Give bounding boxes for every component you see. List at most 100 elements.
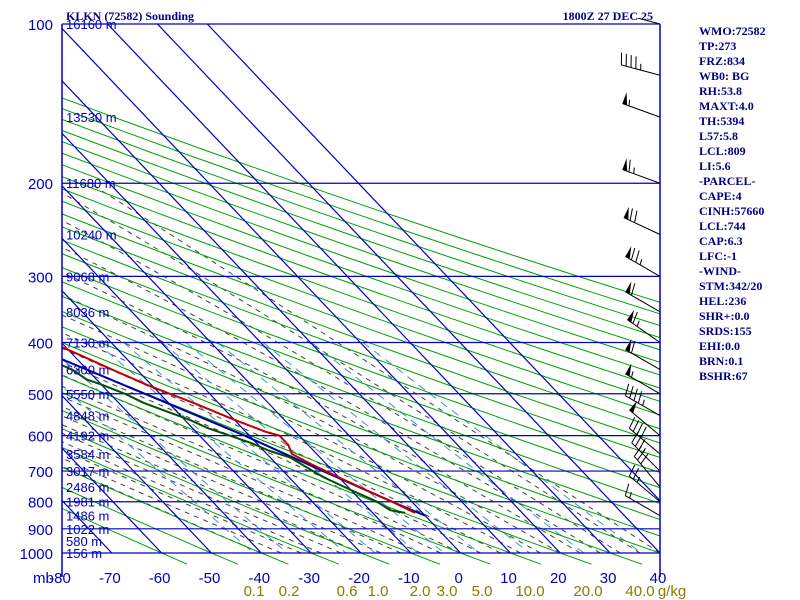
dry-adiabat-50 xyxy=(62,310,660,537)
mixing-ratio-label: 0.1 xyxy=(244,583,265,600)
temperature-labels: mb-80 -70 -60 -50 -40 -30 -20 -10 0 10 20 30 40 xyxy=(33,570,666,587)
mixing-ratio-label: 0.6 xyxy=(337,583,358,600)
dry-adiabat-20 xyxy=(62,358,592,565)
wind-barb-10 xyxy=(625,281,661,313)
wind-barb-full xyxy=(635,250,640,263)
wind-barb-flag xyxy=(622,158,628,172)
wind-barb-15 xyxy=(620,52,661,76)
wind-barb-4 xyxy=(628,416,661,455)
temperature-label: -30 xyxy=(298,570,320,587)
wind-barb-half xyxy=(642,399,645,406)
mixing-ratio-label: 5.0 xyxy=(472,583,493,600)
wind-barb-flag xyxy=(622,92,628,106)
height-label: 2486 m xyxy=(66,480,109,495)
index-value: WMO:72582 xyxy=(699,24,766,38)
wind-barb-full xyxy=(634,210,638,223)
dry-adiabat-130 xyxy=(62,200,660,416)
index-value: CAPE:4 xyxy=(699,189,742,203)
dry-adiabat-60 xyxy=(62,295,660,521)
temperature-label: -50 xyxy=(199,570,221,587)
mixing-ratio-label: 3.0 xyxy=(437,583,458,600)
isotherm-10 xyxy=(62,80,511,554)
temperature-label: -80 xyxy=(49,570,71,587)
wind-barb-full xyxy=(637,391,643,404)
dry-adiabat-120 xyxy=(62,213,660,430)
dry-adiabat-190 xyxy=(62,129,660,339)
index-value: RH:53.8 xyxy=(699,84,742,98)
temperature-label: -10 xyxy=(398,570,420,587)
wind-barb-14 xyxy=(622,92,661,118)
wind-barb-flag xyxy=(625,281,632,295)
wind-barb-full xyxy=(628,159,631,173)
isotherm--90 xyxy=(0,24,12,553)
temperature-line xyxy=(62,346,416,514)
height-label: 16160 m xyxy=(66,17,117,32)
wind-barb-full xyxy=(630,247,636,261)
moist-adiabat-28 xyxy=(62,246,601,554)
wind-barb-9 xyxy=(626,309,661,343)
isotherms xyxy=(0,24,660,554)
wind-barb-shaft xyxy=(629,409,661,437)
index-value: LCL:809 xyxy=(699,144,746,158)
wind-barb-half xyxy=(636,476,641,483)
height-label: 13530 m xyxy=(66,110,117,125)
index-value: L57:5.8 xyxy=(699,129,738,143)
isotherm--60 xyxy=(62,447,163,554)
dry-adiabat-70 xyxy=(62,281,660,504)
isotherm-50 xyxy=(206,24,660,502)
dry-adiabat--10 xyxy=(62,409,441,565)
temperature-label: 30 xyxy=(600,570,617,587)
wind-barb-0 xyxy=(624,483,661,517)
index-value: LCL:744 xyxy=(699,219,746,233)
pressure-label: 900 xyxy=(28,522,53,539)
wind-barb-full xyxy=(632,420,640,432)
wind-barb-flag xyxy=(629,400,638,414)
moist-adiabat--36 xyxy=(62,457,282,554)
mixing-ratio-label: 0.2 xyxy=(279,583,300,600)
wind-barb-7 xyxy=(625,363,661,395)
dry-adiabat-140 xyxy=(62,188,660,402)
height-label: 6300 m xyxy=(66,363,109,378)
wind-barb-half xyxy=(639,258,643,266)
index-value: BRN:0.1 xyxy=(699,354,743,368)
wind-barb-full xyxy=(640,426,647,439)
index-value: TH:5394 xyxy=(699,114,744,128)
moist-adiabat--32 xyxy=(62,449,302,554)
mixing-ratio-labels: 0.1 0.2 0.6 1.0 2.0 3.0 5.0 10.0 20.0 40.0 g/kg xyxy=(244,583,687,600)
dry-adiabat--30 xyxy=(62,447,339,565)
height-label: 3584 m xyxy=(66,447,109,462)
index-value: CINH:57660 xyxy=(699,204,764,218)
height-label: 10240 m xyxy=(66,228,117,243)
dry-adiabat--20 xyxy=(62,428,390,565)
pressure-label: 1000 xyxy=(20,546,53,563)
wind-barb-flag xyxy=(625,246,632,259)
wind-barb-full xyxy=(624,383,630,396)
wind-barb-full xyxy=(629,386,634,399)
height-label: 1022 m xyxy=(66,522,109,537)
temperature-label: 20 xyxy=(550,570,567,587)
index-value: WB0: BG xyxy=(699,69,749,83)
height-label: 3017 m xyxy=(66,464,109,479)
pressure-label: 600 xyxy=(28,429,53,446)
wind-barb-full xyxy=(630,341,636,354)
temperature-label: 10 xyxy=(500,570,517,587)
dry-adiabat--40 xyxy=(62,466,289,565)
wind-barb-full xyxy=(633,388,638,401)
dry-adiabat-220 xyxy=(62,97,660,303)
isotherm-30 xyxy=(107,24,611,554)
wind-barb-full xyxy=(629,208,633,221)
wind-barb-full xyxy=(628,464,636,477)
wind-barb-half xyxy=(629,492,632,499)
height-label: 4192 m xyxy=(66,429,109,444)
wind-barb-12 xyxy=(623,206,661,235)
pressure-label: 400 xyxy=(28,335,53,352)
dry-adiabat-160 xyxy=(62,164,660,376)
mixing-ratio-unit: g/kg xyxy=(658,583,686,600)
wind-barb-shaft xyxy=(629,475,661,503)
wind-barb-half xyxy=(633,167,635,174)
index-value: CAP:6.3 xyxy=(699,234,743,248)
moist-adiabat--24 xyxy=(62,432,342,554)
chart-title: KLKN (72582) Sounding xyxy=(66,9,194,23)
